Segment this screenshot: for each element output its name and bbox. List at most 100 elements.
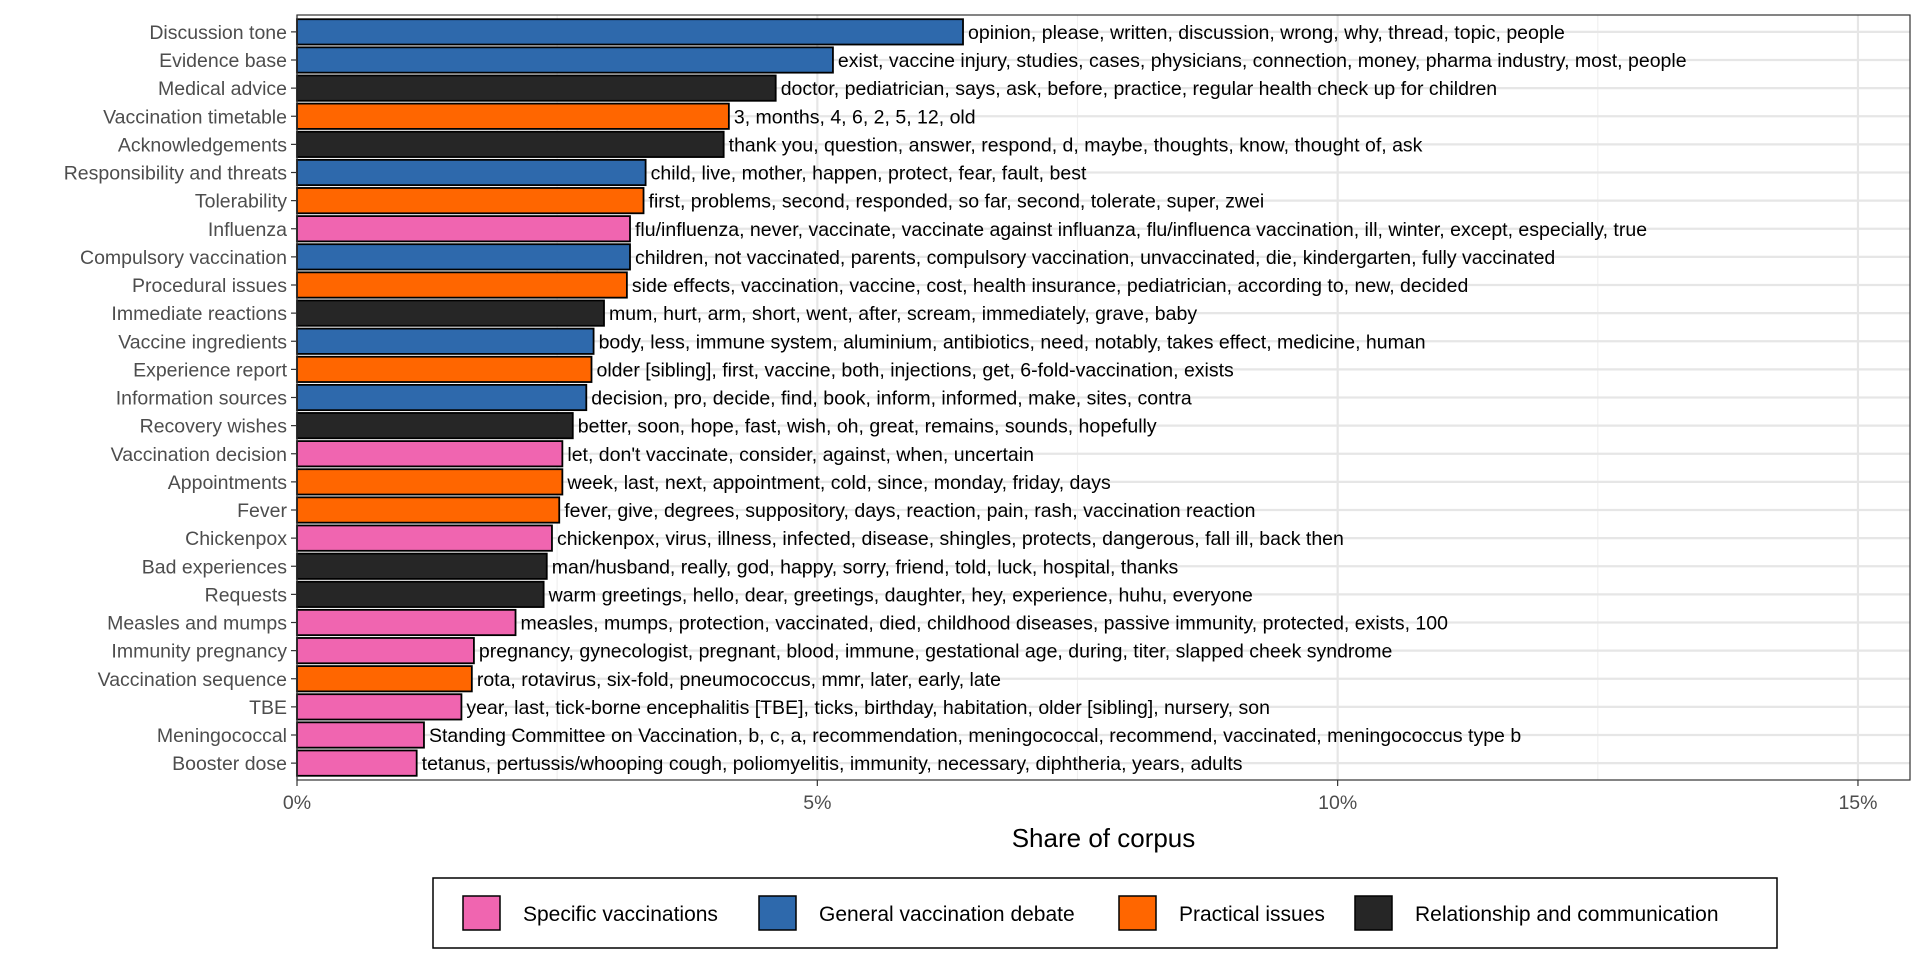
bar-label: Standing Committee on Vaccination, b, c,… bbox=[429, 725, 1521, 747]
bar-label: side effects, vaccination, vaccine, cost… bbox=[632, 275, 1468, 297]
bar bbox=[296, 18, 964, 46]
bar-label: pregnancy, gynecologist, pregnant, blood… bbox=[479, 641, 1392, 663]
bars-group bbox=[296, 18, 964, 777]
bar-label: body, less, immune system, aluminium, an… bbox=[599, 331, 1426, 353]
category-label: TBE bbox=[249, 697, 287, 719]
category-label: Procedural issues bbox=[132, 275, 287, 297]
category-label: Medical advice bbox=[158, 78, 287, 100]
x-tick-label: 0% bbox=[283, 792, 311, 814]
legend-key bbox=[462, 895, 501, 931]
legend-label: General vaccination debate bbox=[819, 903, 1075, 926]
category-label: Vaccination timetable bbox=[103, 106, 287, 128]
bar bbox=[296, 524, 553, 552]
bar bbox=[296, 468, 564, 496]
legend-key bbox=[1354, 895, 1393, 931]
bar-text-labels: opinion, please, written, discussion, wr… bbox=[422, 22, 1687, 775]
bar bbox=[296, 74, 777, 102]
category-label: Tolerability bbox=[195, 191, 287, 213]
bar-label: tetanus, pertussis/whooping cough, polio… bbox=[422, 753, 1243, 775]
bar-label: mum, hurt, arm, short, went, after, scre… bbox=[609, 303, 1197, 325]
legend-label: Practical issues bbox=[1179, 903, 1325, 926]
category-label: Bad experiences bbox=[142, 556, 288, 578]
bar-label: fever, give, degrees, suppository, days,… bbox=[564, 500, 1255, 522]
bar bbox=[296, 552, 548, 580]
bar bbox=[296, 665, 473, 693]
bar-label: measles, mumps, protection, vaccinated, … bbox=[521, 613, 1449, 635]
bar-label: rota, rotavirus, six-fold, pneumococcus,… bbox=[477, 669, 1001, 691]
bar bbox=[296, 158, 647, 187]
bar bbox=[296, 327, 595, 355]
bar-label: let, don't vaccinate, consider, against,… bbox=[567, 444, 1034, 466]
bar bbox=[296, 215, 631, 243]
x-tick-label: 10% bbox=[1318, 792, 1357, 814]
category-label: Measles and mumps bbox=[107, 613, 287, 635]
bar-label: flu/influenza, never, vaccinate, vaccina… bbox=[635, 219, 1647, 241]
bar-label: older [sibling], first, vaccine, both, i… bbox=[597, 359, 1235, 381]
bar bbox=[296, 102, 730, 130]
category-label: Acknowledgements bbox=[118, 134, 287, 156]
category-label: Vaccination sequence bbox=[98, 669, 287, 691]
x-tick-label: 15% bbox=[1838, 792, 1877, 814]
category-label: Information sources bbox=[116, 388, 287, 410]
category-label: Appointments bbox=[168, 472, 287, 494]
category-label: Fever bbox=[237, 500, 287, 522]
legend-label: Specific vaccinations bbox=[523, 903, 718, 926]
bar-label: child, live, mother, happen, protect, fe… bbox=[651, 163, 1087, 185]
bar bbox=[296, 243, 631, 271]
category-label: Chickenpox bbox=[185, 528, 287, 550]
bar-label: doctor, pediatrician, says, ask, before,… bbox=[781, 78, 1497, 100]
category-label: Requests bbox=[205, 584, 288, 606]
category-label: Compulsory vaccination bbox=[80, 247, 287, 269]
bar-label: week, last, next, appointment, cold, sin… bbox=[566, 472, 1111, 494]
bar-label: chickenpox, virus, illness, infected, di… bbox=[557, 528, 1344, 550]
category-label: Immediate reactions bbox=[111, 303, 287, 325]
bar-label: man/husband, really, god, happy, sorry, … bbox=[552, 556, 1179, 578]
x-axis-title: Share of corpus bbox=[1012, 823, 1196, 853]
category-label: Vaccination decision bbox=[111, 444, 287, 466]
bar bbox=[296, 355, 593, 383]
bar bbox=[296, 580, 545, 608]
bar-label: year, last, tick-borne encephalitis [TBE… bbox=[466, 697, 1269, 719]
bar bbox=[296, 496, 561, 524]
legend-key bbox=[758, 895, 797, 931]
bar bbox=[296, 749, 418, 777]
x-axis: 0% 5% 10% 15% bbox=[283, 780, 1877, 814]
x-tick-label: 5% bbox=[803, 792, 831, 814]
bar bbox=[296, 608, 517, 637]
category-label: Influenza bbox=[208, 219, 287, 241]
category-label: Meningococcal bbox=[157, 725, 287, 747]
category-label: Evidence base bbox=[159, 50, 287, 72]
bar-label: opinion, please, written, discussion, wr… bbox=[968, 22, 1565, 44]
legend-key bbox=[1118, 895, 1157, 931]
bar bbox=[296, 412, 574, 440]
bar-label: warm greetings, hello, dear, greetings, … bbox=[548, 584, 1253, 606]
bar-label: first, problems, second, responded, so f… bbox=[649, 191, 1265, 213]
category-label: Responsibility and threats bbox=[64, 163, 288, 185]
bar-label: 3, months, 4, 6, 2, 5, 12, old bbox=[734, 106, 976, 128]
bar bbox=[296, 187, 645, 215]
bar bbox=[296, 440, 564, 468]
category-label: Booster dose bbox=[172, 753, 287, 775]
category-label: Vaccine ingredients bbox=[118, 331, 287, 353]
legend: Specific vaccinations General vaccination… bbox=[432, 877, 1778, 949]
category-label: Discussion tone bbox=[149, 22, 287, 44]
bar-label: children, not vaccinated, parents, compu… bbox=[635, 247, 1555, 269]
bar bbox=[296, 130, 725, 158]
category-labels: Discussion tone Evidence base Medical advi… bbox=[64, 22, 297, 775]
legend-label: Relationship and communication bbox=[1415, 903, 1719, 926]
bar bbox=[296, 693, 463, 721]
bar bbox=[296, 721, 425, 749]
bar-label: better, soon, hope, fast, wish, oh, grea… bbox=[578, 416, 1157, 438]
category-label: Recovery wishes bbox=[140, 416, 288, 438]
bar bbox=[296, 637, 475, 665]
bar-label: thank you, question, answer, respond, d,… bbox=[729, 134, 1423, 156]
bar-label: exist, vaccine injury, studies, cases, p… bbox=[838, 50, 1687, 72]
bar-label: decision, pro, decide, find, book, infor… bbox=[591, 388, 1192, 410]
bar bbox=[296, 46, 834, 74]
bar bbox=[296, 271, 628, 299]
bar bbox=[296, 299, 605, 327]
category-label: Experience report bbox=[133, 359, 287, 381]
bar bbox=[296, 383, 588, 412]
category-label: Immunity pregnancy bbox=[111, 641, 287, 663]
